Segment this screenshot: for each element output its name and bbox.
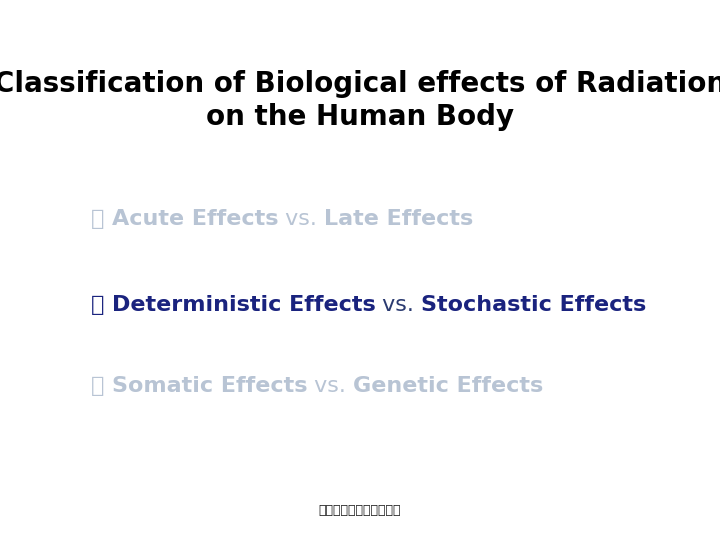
Text: vs.: vs. (307, 376, 353, 396)
Text: Acute Effects: Acute Effects (112, 208, 278, 229)
Text: 大学等放射線施設協議会: 大学等放射線施設協議会 (319, 504, 401, 517)
Text: Stochastic Effects: Stochastic Effects (421, 295, 647, 315)
Text: vs.: vs. (278, 208, 324, 229)
Text: ・: ・ (91, 376, 104, 396)
Text: Classification of Biological effects of Radiation
on the Human Body: Classification of Biological effects of … (0, 70, 720, 131)
Text: Deterministic Effects: Deterministic Effects (112, 295, 375, 315)
Text: Genetic Effects: Genetic Effects (353, 376, 544, 396)
Text: Late Effects: Late Effects (324, 208, 473, 229)
Text: ・: ・ (91, 295, 104, 315)
Text: vs.: vs. (375, 295, 421, 315)
Text: Somatic Effects: Somatic Effects (112, 376, 307, 396)
Text: ・: ・ (91, 208, 104, 229)
